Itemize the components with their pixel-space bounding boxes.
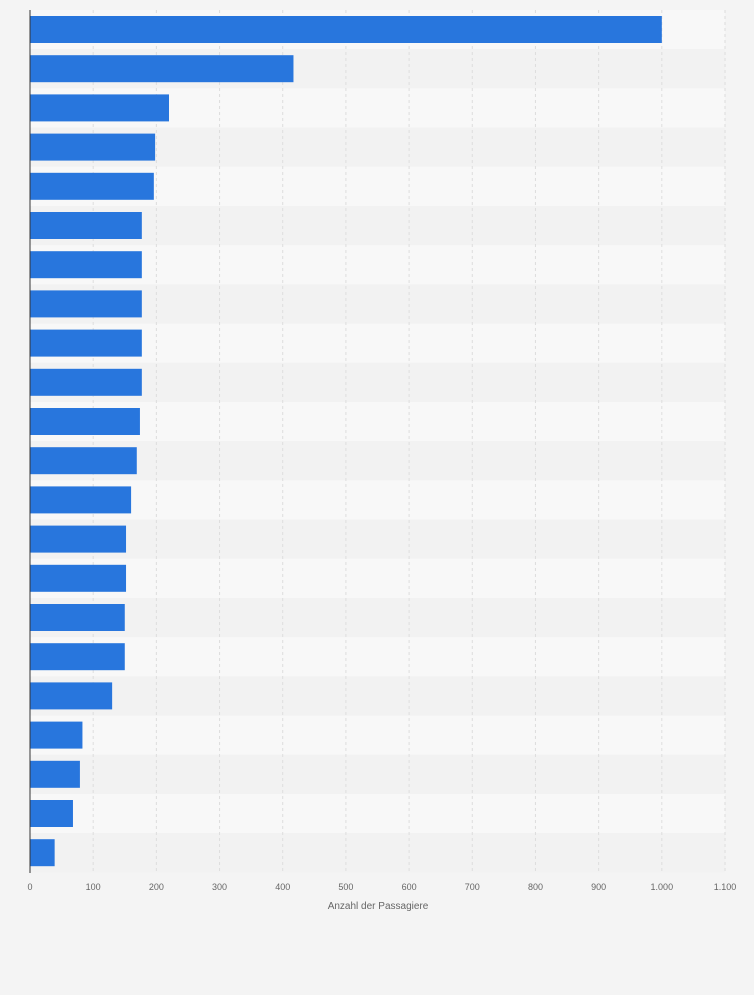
x-axis-label: Anzahl der Passagiere xyxy=(328,901,429,912)
bar xyxy=(30,16,662,43)
x-tick-label: 100 xyxy=(86,882,101,892)
bar xyxy=(30,721,83,749)
bar xyxy=(30,368,142,396)
bar xyxy=(30,604,125,631)
x-tick-label: 0 xyxy=(27,882,32,892)
bar xyxy=(30,329,142,357)
row-band xyxy=(30,323,725,363)
bar xyxy=(30,55,294,83)
bars xyxy=(30,16,662,867)
bar xyxy=(30,447,137,475)
row-band xyxy=(30,794,725,834)
bar xyxy=(30,486,132,514)
bar xyxy=(30,839,55,867)
x-tick-labels: 0 100 200 300 400 500 600 700 800 900 1.000 1.100 xyxy=(27,882,736,892)
row-band xyxy=(30,715,725,755)
row-band xyxy=(30,402,725,442)
row-band xyxy=(30,284,725,324)
bar xyxy=(30,133,156,161)
bar xyxy=(30,290,142,318)
bar xyxy=(30,643,125,671)
x-tick-label: 200 xyxy=(149,882,164,892)
bar xyxy=(30,172,154,200)
row-band xyxy=(30,480,725,520)
bar xyxy=(30,251,142,279)
x-tick-label: 500 xyxy=(338,882,353,892)
row-band xyxy=(30,206,725,246)
row-band xyxy=(30,558,725,598)
x-tick-label: 1.100 xyxy=(714,882,737,892)
row-band xyxy=(30,362,725,402)
bar xyxy=(30,94,169,122)
row-band xyxy=(30,598,725,638)
bar xyxy=(30,800,73,827)
row-band xyxy=(30,833,725,873)
x-tick-label: 900 xyxy=(591,882,606,892)
bar xyxy=(30,212,142,239)
x-tick-label: 400 xyxy=(275,882,290,892)
x-tick-label: 300 xyxy=(212,882,227,892)
x-tick-label: 1.000 xyxy=(651,882,674,892)
bar xyxy=(30,564,127,592)
x-tick-label: 600 xyxy=(402,882,417,892)
x-tick-label: 700 xyxy=(465,882,480,892)
row-band xyxy=(30,637,725,677)
bar xyxy=(30,408,140,435)
bar xyxy=(30,682,113,710)
bar xyxy=(30,525,127,553)
row-band xyxy=(30,245,725,285)
row-band xyxy=(30,441,725,481)
row-band xyxy=(30,519,725,559)
x-tick-label: 800 xyxy=(528,882,543,892)
row-band xyxy=(30,676,725,716)
bar xyxy=(30,760,80,788)
row-band xyxy=(30,754,725,794)
